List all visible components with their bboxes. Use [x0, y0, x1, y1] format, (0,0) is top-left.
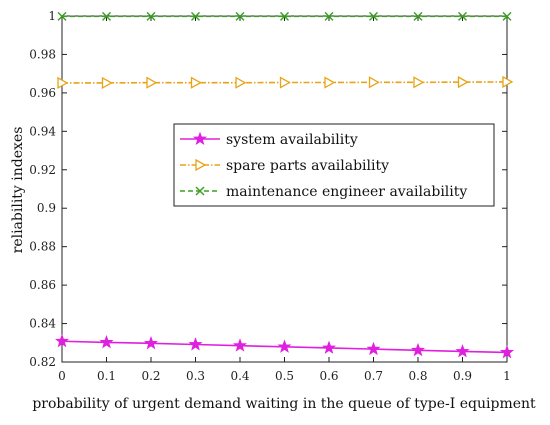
y-tick-label: 0.84	[29, 317, 56, 331]
spare-parts-availability-point	[279, 76, 291, 89]
y-tick-label: 1	[48, 9, 56, 23]
plot-area: 0 0.1 0.2 0.3 0.4 0.5 0.6 0.7 0.8 0.9 1 0.82 0.84 0.8…	[29, 9, 511, 383]
legend-marker-system-availability	[192, 131, 208, 145]
system-availability-point	[321, 340, 337, 354]
x-tick-label: 0.7	[364, 369, 383, 383]
x-tick-label: 0.1	[97, 369, 116, 383]
legend-label-system-availability: system availability	[226, 132, 358, 148]
spare-parts-availability-point	[57, 76, 69, 89]
x-marker-stroke	[324, 11, 334, 21]
system-availability-point	[143, 335, 159, 350]
y-tick-label: 0.96	[29, 86, 56, 100]
x-tick-label: 0.8	[408, 369, 427, 383]
x-axis-label: probability of urgent demand waiting in …	[32, 396, 536, 412]
legend-label-spare-parts-availability: spare parts availability	[226, 158, 389, 174]
x-marker-stroke	[146, 11, 156, 21]
system-availability-point	[99, 335, 114, 349]
legend-box	[173, 123, 495, 207]
x-marker-stroke	[502, 11, 512, 21]
y-tick-label: 0.86	[29, 278, 56, 292]
maintenance-engineer-availability-point	[502, 11, 512, 21]
spare-parts-availability-point	[502, 75, 514, 89]
x-marker-stroke	[57, 11, 67, 21]
x-tick-label: 0.3	[186, 369, 205, 383]
x-marker-stroke	[102, 11, 111, 21]
system-availability-point	[54, 333, 70, 348]
maintenance-engineer-availability-point	[191, 11, 200, 21]
maintenance-engineer-availability-point	[324, 11, 334, 21]
system-availability-point	[499, 345, 515, 359]
x-marker-stroke	[195, 186, 205, 196]
system-availability-point	[232, 338, 248, 352]
legend-marker-spare-parts-availability	[195, 158, 207, 172]
y-axis-label: reliability indexes	[10, 127, 26, 254]
x-tick-label: 0	[58, 369, 66, 383]
legend-label-maintenance-engineer-availability: maintenance engineer availability	[226, 184, 467, 200]
series-layer	[54, 11, 515, 359]
x-marker-stroke	[369, 11, 378, 21]
system-availability-point	[277, 339, 292, 353]
spare-parts-availability-point	[190, 76, 202, 89]
system-availability-point	[455, 344, 470, 358]
x-marker-stroke	[413, 11, 423, 21]
x-tick-label: 1	[503, 369, 511, 383]
spare-parts-availability-point	[235, 76, 247, 89]
x-marker-stroke	[235, 11, 245, 21]
maintenance-engineer-availability-point	[413, 11, 423, 21]
x-tick-label: 0.2	[141, 369, 160, 383]
system-availability-point	[188, 337, 203, 351]
x-tick-label: 0.9	[453, 369, 472, 383]
maintenance-engineer-availability-point	[235, 11, 245, 21]
y-tick-label: 0.98	[29, 47, 56, 61]
maintenance-engineer-availability-point	[146, 11, 156, 21]
x-marker-stroke	[280, 11, 289, 21]
spare-parts-availability-point	[368, 76, 380, 89]
system-availability-point	[366, 341, 381, 356]
spare-parts-availability-point	[413, 76, 425, 89]
x-tick-label: 0.5	[275, 369, 294, 383]
maintenance-engineer-availability-point	[280, 11, 289, 21]
legend-marker-maintenance-engineer-availability	[195, 186, 205, 196]
maintenance-engineer-availability-point	[369, 11, 378, 21]
maintenance-engineer-availability-point	[102, 11, 111, 21]
y-tick-label: 0.88	[29, 240, 56, 254]
maintenance-engineer-availability-point	[458, 11, 467, 21]
legend: system availability spare parts availabil…	[173, 123, 495, 207]
spare-parts-availability-point	[324, 76, 336, 89]
spare-parts-availability-point	[457, 76, 469, 89]
x-tick-label: 0.6	[319, 369, 338, 383]
y-tick-label: 0.9	[37, 201, 56, 215]
x-marker-stroke	[191, 11, 200, 21]
spare-parts-availability-point	[101, 76, 113, 89]
y-tick-label: 0.82	[29, 355, 56, 369]
system-availability-point	[410, 342, 426, 357]
y-tick-label: 0.94	[29, 124, 56, 138]
x-marker-stroke	[458, 11, 467, 21]
spare-parts-availability-point	[146, 76, 158, 89]
y-tick-label: 0.92	[29, 163, 56, 177]
maintenance-engineer-availability-point	[57, 11, 67, 21]
x-tick-label: 0.4	[230, 369, 249, 383]
